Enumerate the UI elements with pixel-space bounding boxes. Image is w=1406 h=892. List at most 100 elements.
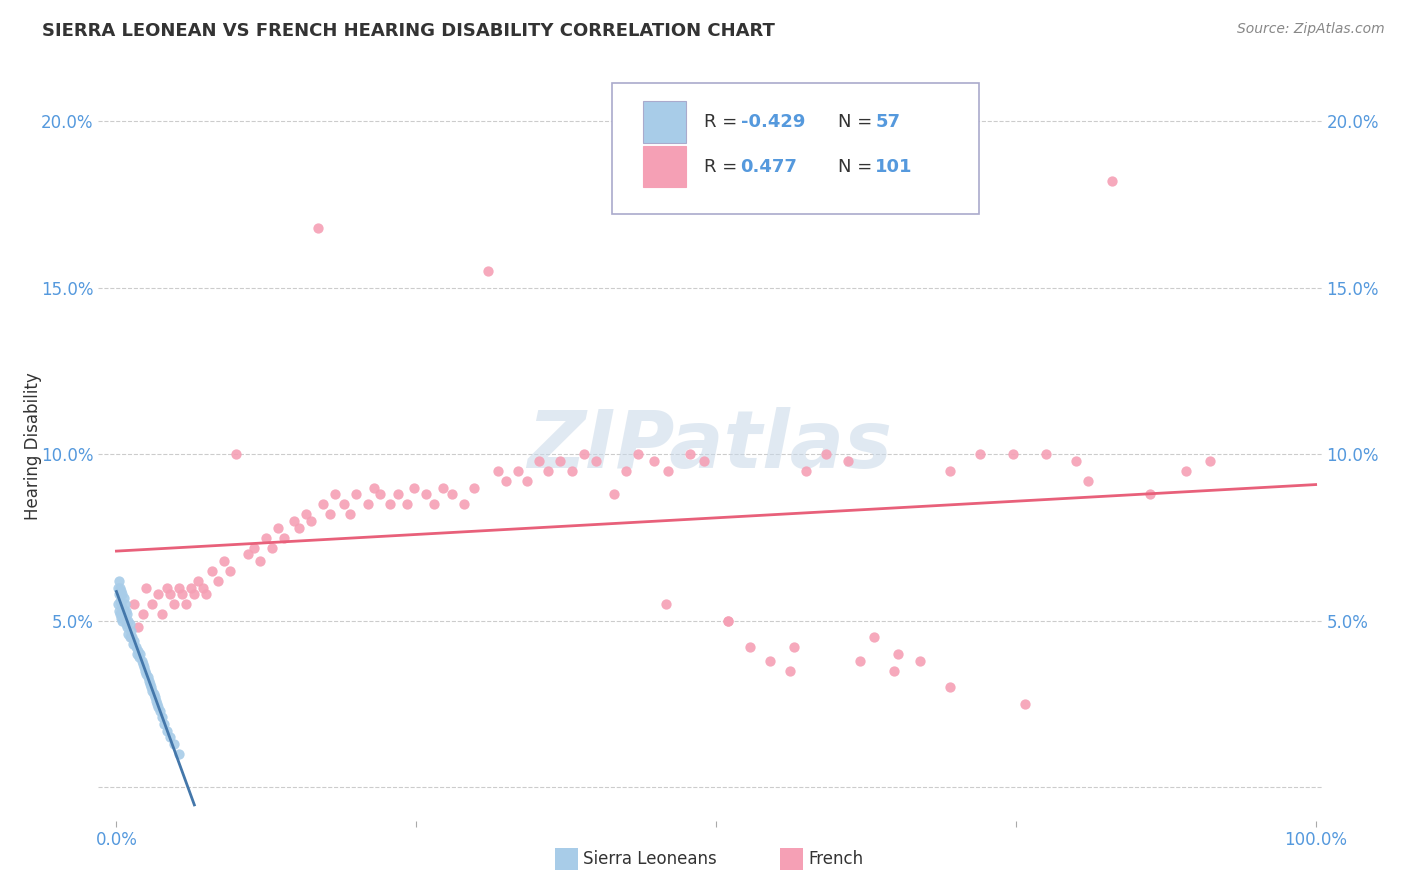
FancyBboxPatch shape <box>643 102 686 143</box>
Point <box>195 587 218 601</box>
Point <box>339 508 361 522</box>
Point <box>124 640 146 655</box>
Point <box>115 614 138 628</box>
Point <box>548 454 571 468</box>
Point <box>441 487 464 501</box>
Point <box>368 487 391 501</box>
Point <box>378 497 401 511</box>
Point <box>110 610 132 624</box>
Text: 57: 57 <box>875 113 900 131</box>
Point <box>249 554 271 568</box>
Point <box>344 487 367 501</box>
Point <box>150 710 173 724</box>
Point <box>415 487 437 501</box>
Point <box>135 667 157 681</box>
Text: SIERRA LEONEAN VS FRENCH HEARING DISABILITY CORRELATION CHART: SIERRA LEONEAN VS FRENCH HEARING DISABIL… <box>42 22 775 40</box>
Point <box>159 587 181 601</box>
Point <box>423 497 446 511</box>
Point <box>1199 454 1222 468</box>
Text: R =: R = <box>704 113 737 131</box>
Text: French: French <box>808 850 863 868</box>
Point <box>1014 697 1036 711</box>
Point <box>118 617 141 632</box>
Point <box>121 631 143 645</box>
Point <box>108 604 131 618</box>
Point <box>111 614 134 628</box>
Point <box>1064 454 1087 468</box>
Point <box>887 647 910 661</box>
Point <box>108 581 131 595</box>
Point <box>614 464 637 478</box>
Point <box>143 690 166 705</box>
Point <box>939 681 962 695</box>
Point <box>267 520 290 534</box>
Point <box>779 664 801 678</box>
Point <box>115 620 138 634</box>
Text: 0.477: 0.477 <box>741 158 797 176</box>
Point <box>387 487 409 501</box>
Point <box>128 650 150 665</box>
Point <box>453 497 475 511</box>
Point <box>125 647 148 661</box>
Point <box>145 694 167 708</box>
Text: N =: N = <box>838 113 873 131</box>
Point <box>108 587 131 601</box>
Point <box>174 597 197 611</box>
Text: Source: ZipAtlas.com: Source: ZipAtlas.com <box>1237 22 1385 37</box>
Point <box>141 683 163 698</box>
Point <box>572 447 595 461</box>
Point <box>139 677 162 691</box>
Point <box>794 464 817 478</box>
Point <box>127 644 149 658</box>
Point <box>225 447 247 461</box>
Point <box>127 620 149 634</box>
Point <box>815 447 838 461</box>
Point <box>134 664 156 678</box>
Point <box>214 554 236 568</box>
Point <box>114 610 136 624</box>
Text: 101: 101 <box>875 158 912 176</box>
Point <box>495 474 517 488</box>
Point <box>110 597 132 611</box>
Point <box>107 581 129 595</box>
Point <box>527 454 550 468</box>
Point <box>759 654 782 668</box>
Point <box>508 464 530 478</box>
Point <box>254 531 277 545</box>
Point <box>131 654 153 668</box>
Point <box>908 654 931 668</box>
Point <box>112 604 135 618</box>
Point <box>207 574 229 588</box>
Point <box>287 520 309 534</box>
Point <box>299 514 322 528</box>
Point <box>1077 474 1099 488</box>
Point <box>238 547 260 561</box>
Point <box>146 697 169 711</box>
Point <box>657 464 679 478</box>
Point <box>118 631 141 645</box>
Point <box>863 631 886 645</box>
Point <box>295 508 318 522</box>
Point <box>135 581 157 595</box>
Point <box>738 640 761 655</box>
Point <box>132 657 155 672</box>
Point <box>108 574 131 588</box>
Point <box>159 731 181 745</box>
Point <box>129 647 152 661</box>
Point <box>132 607 155 622</box>
Point <box>307 220 329 235</box>
Point <box>124 633 146 648</box>
Point <box>262 541 284 555</box>
Point <box>156 723 179 738</box>
Point <box>516 474 538 488</box>
Point <box>783 640 806 655</box>
Point <box>627 447 650 461</box>
Point <box>717 614 740 628</box>
Point <box>837 454 859 468</box>
Point <box>319 508 342 522</box>
Point <box>138 673 160 688</box>
Point <box>273 531 295 545</box>
Point <box>108 607 131 622</box>
Point <box>163 597 186 611</box>
Point <box>122 637 145 651</box>
